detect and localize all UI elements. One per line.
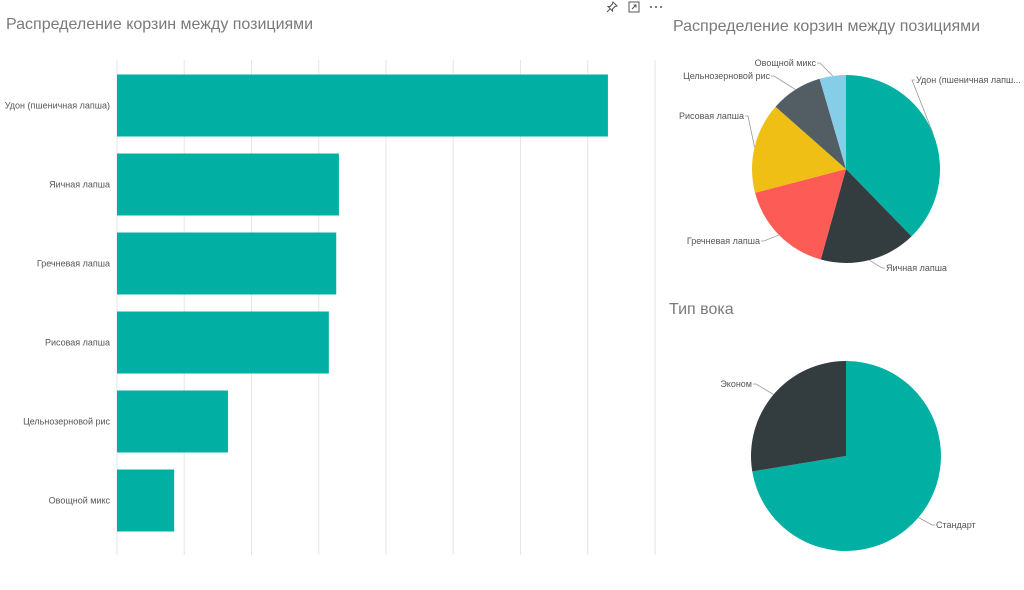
leader-line <box>911 79 934 134</box>
category-label: Овощной микс <box>49 496 111 506</box>
category-label: Гречневая лапша <box>37 259 110 269</box>
pie-slice[interactable] <box>752 361 941 551</box>
leader-line <box>918 517 935 526</box>
pie-chart-positions-title: Распределение корзин между позициями <box>673 18 981 35</box>
bar[interactable] <box>117 469 175 532</box>
visual-header-toolbar <box>604 0 664 14</box>
slice-label: Удон (пшеничная лапш... <box>916 75 1021 85</box>
slice-label: Эконом <box>720 379 752 389</box>
leader-line <box>817 62 833 77</box>
slice-label: Рисовая лапша <box>679 111 744 121</box>
bar[interactable] <box>117 153 339 216</box>
more-options-icon[interactable] <box>648 0 664 14</box>
bar-chart-title: Распределение корзин между позициями <box>6 16 314 33</box>
pie-chart-wok-type: Стандарт Эконом <box>720 361 976 551</box>
slice-label: Стандарт <box>936 520 976 530</box>
pie-slice[interactable] <box>846 75 940 237</box>
pie-slice[interactable] <box>820 169 912 263</box>
pie-slice[interactable] <box>775 78 846 169</box>
leader-line <box>753 383 774 395</box>
leader-line <box>771 75 796 90</box>
pie-chart-positions: Удон (пшеничная лапш... Яичная лапша Гречн… <box>679 58 1021 273</box>
pie-slice[interactable] <box>751 361 846 472</box>
slice-label: Гречневая лапша <box>687 236 760 246</box>
category-label: Рисовая лапша <box>45 338 110 348</box>
pin-icon[interactable] <box>604 0 620 14</box>
leader-line <box>869 259 885 269</box>
bar[interactable] <box>117 390 228 453</box>
bar[interactable] <box>117 311 329 374</box>
category-label: Яичная лапша <box>49 180 110 190</box>
pie-slice[interactable] <box>819 75 846 169</box>
bar-chart: Удон (пшеничная лапша) Яичная лапша Гречне… <box>5 60 656 555</box>
slice-label: Цельнозерновой рис <box>683 71 770 81</box>
leader-line <box>761 234 780 242</box>
pie-slice[interactable] <box>752 106 846 193</box>
focus-mode-icon[interactable] <box>626 0 642 14</box>
category-label: Цельнозерновой рис <box>23 417 110 427</box>
slice-label: Яичная лапша <box>886 263 947 273</box>
category-label: Удон (пшеничная лапша) <box>5 101 110 111</box>
pie-chart-wok-type-title: Тип вока <box>669 301 734 318</box>
bar[interactable] <box>117 232 337 295</box>
slice-label: Овощной микс <box>755 58 817 68</box>
leader-line <box>745 115 755 148</box>
pie-slice[interactable] <box>755 169 846 260</box>
bar[interactable] <box>117 74 608 137</box>
